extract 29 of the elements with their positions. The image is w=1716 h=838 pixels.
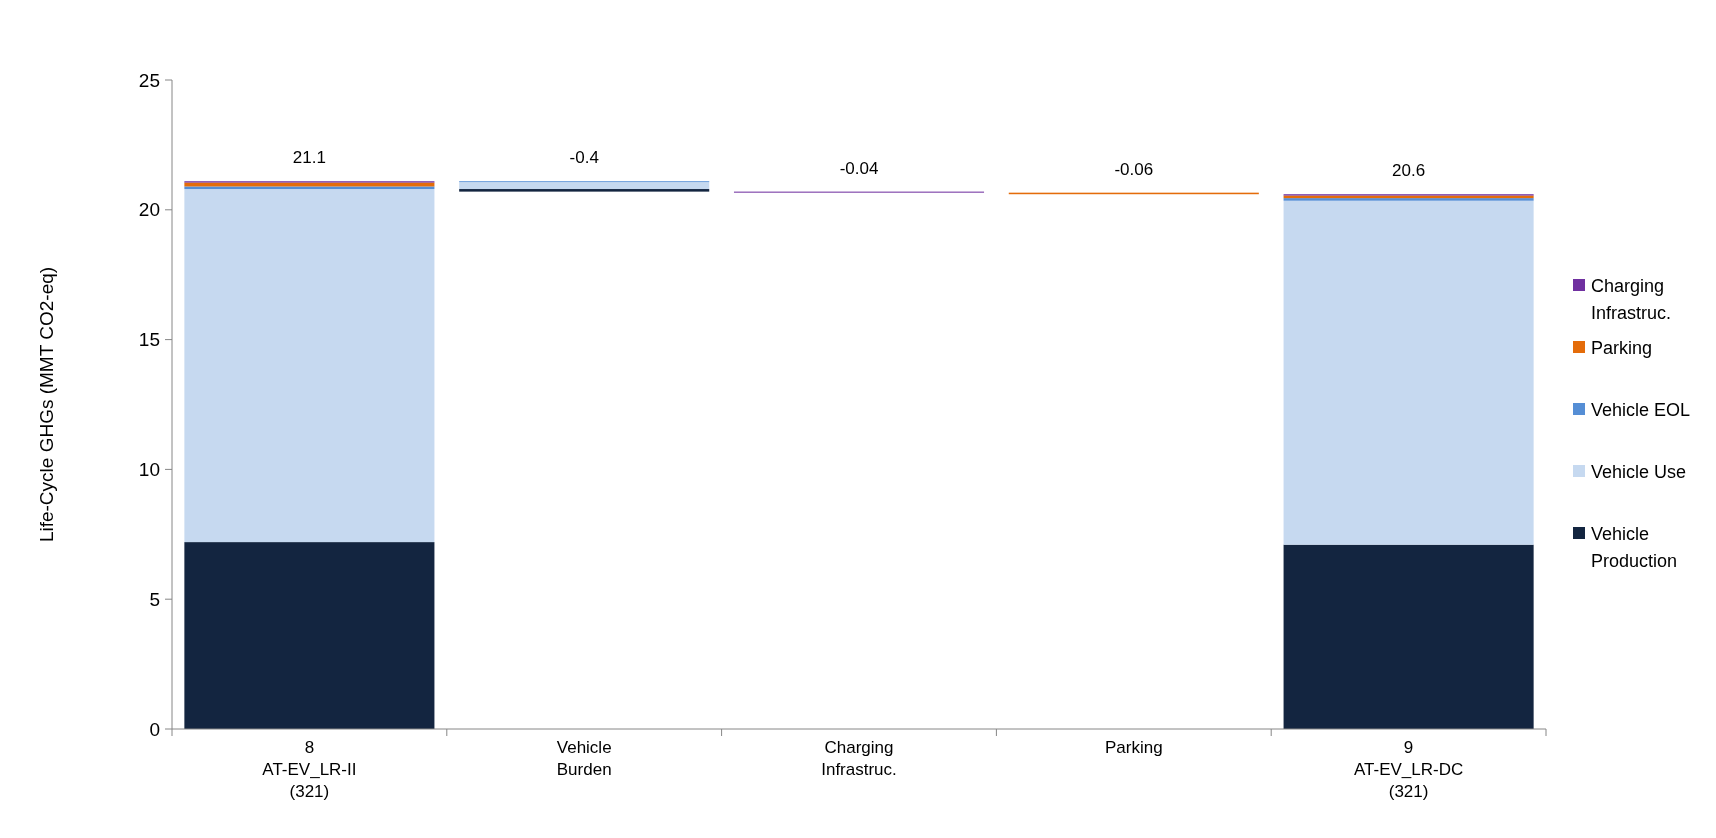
y-tick-label: 5 xyxy=(149,588,160,610)
total-label: 20.6 xyxy=(1392,161,1426,181)
y-tick-label: 0 xyxy=(149,718,160,740)
bar xyxy=(184,189,435,543)
legend-label: Parking xyxy=(1591,338,1653,359)
bar xyxy=(459,181,710,190)
bar xyxy=(1283,544,1534,729)
legend-label: Vehicle Use xyxy=(1591,462,1687,483)
x-tick-label: Parking xyxy=(1104,738,1163,757)
bar xyxy=(1283,200,1534,545)
bar xyxy=(184,186,435,190)
legend-label: Charging Infrastruc. xyxy=(1591,276,1672,324)
x-tick-label: 9 AT-EV_LR-DC (321) xyxy=(1353,738,1464,801)
annotation: -0.4 xyxy=(569,148,599,168)
y-tick-label: 10 xyxy=(138,459,160,481)
y-tick-label: 20 xyxy=(138,199,160,221)
x-tick-label: 8 AT-EV_LR-II (321) xyxy=(262,738,357,801)
bar xyxy=(459,189,710,192)
y-tick-label: 15 xyxy=(138,329,160,351)
bar xyxy=(184,542,435,729)
legend-label: Vehicle EOL xyxy=(1591,400,1691,421)
y-tick-label: 25 xyxy=(138,69,160,91)
annotation: -0.04 xyxy=(839,158,879,178)
total-label: 21.1 xyxy=(292,148,326,168)
x-tick-label: Charging Infrastruc. xyxy=(821,738,897,779)
x-tick-label: Vehicle Burden xyxy=(556,738,612,779)
annotation: -0.06 xyxy=(1114,159,1154,179)
y-axis-title: Life-Cycle GHGs (MMT CO2-eq) xyxy=(36,266,57,543)
legend-label: Vehicle Production xyxy=(1591,524,1678,572)
